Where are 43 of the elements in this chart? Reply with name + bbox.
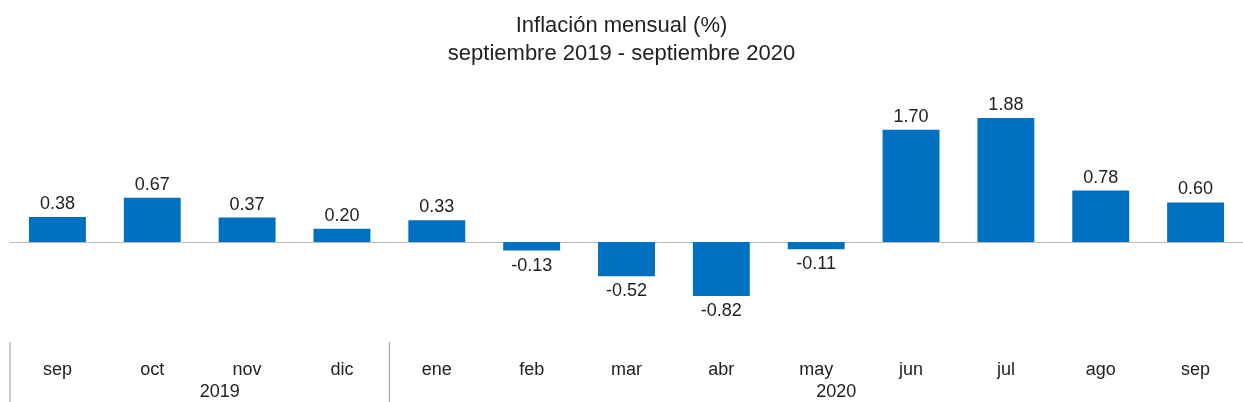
bar <box>503 241 561 251</box>
data-label: -0.13 <box>511 254 553 275</box>
x-tick-label: oct <box>140 359 165 379</box>
data-label: -0.52 <box>605 280 648 301</box>
x-tick-label: feb <box>519 359 545 379</box>
data-label: 0.37 <box>229 193 265 214</box>
bar <box>692 241 750 296</box>
bar <box>313 228 371 242</box>
bar <box>1167 202 1225 242</box>
x-tick-label: ene <box>421 359 452 379</box>
data-label: 1.70 <box>893 105 929 126</box>
chart-subtitle: septiembre 2019 - septiembre 2020 <box>447 39 796 65</box>
x-tick-label: dic <box>330 359 354 379</box>
data-label: 0.33 <box>419 196 455 217</box>
data-label: 0.20 <box>324 204 360 225</box>
data-label: -0.82 <box>700 300 742 320</box>
text: 2019 <box>199 381 240 401</box>
bar <box>977 118 1035 242</box>
x-tick-label: sep <box>42 359 72 379</box>
bar <box>408 220 466 242</box>
x-tick-label: may <box>799 359 834 379</box>
bar <box>28 216 86 242</box>
x-tick-label: jul <box>995 359 1015 379</box>
x-tick-label: abr <box>708 359 735 379</box>
chart-title: Inflación mensual (%) <box>515 11 728 37</box>
bar <box>123 197 181 242</box>
x-tick-label: mar <box>611 359 642 379</box>
bar <box>598 241 655 277</box>
data-label: 0.38 <box>39 192 75 213</box>
x-tick-label: nov <box>232 359 262 379</box>
data-label: 0.60 <box>1178 178 1214 199</box>
bar <box>882 129 940 242</box>
data-label: 1.88 <box>988 94 1024 114</box>
text: 2020 <box>816 381 857 401</box>
bar <box>218 217 276 242</box>
data-label: 0.78 <box>1083 166 1119 187</box>
data-label: -0.11 <box>796 253 837 274</box>
x-tick-label: jun <box>898 359 924 379</box>
x-tick-label: sep <box>1181 359 1211 379</box>
bar <box>1072 190 1130 242</box>
x-tick-label: ago <box>1085 359 1116 379</box>
bar <box>787 241 845 250</box>
data-label: 0.67 <box>134 173 170 194</box>
